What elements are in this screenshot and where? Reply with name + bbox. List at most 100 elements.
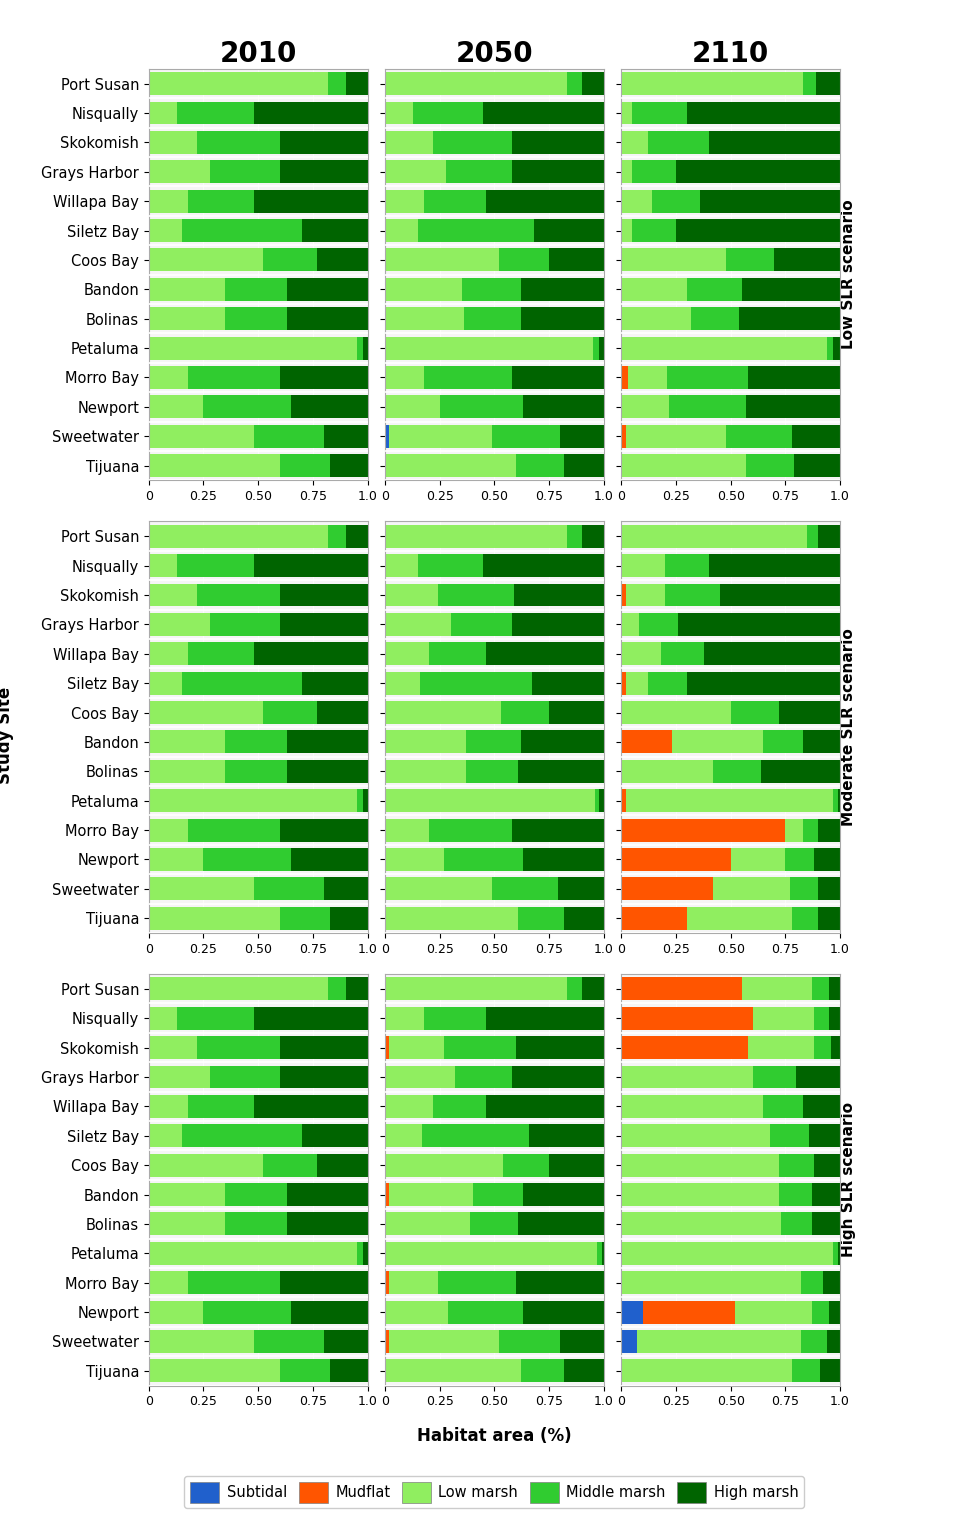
Bar [779,701,840,724]
Bar [746,395,840,418]
Bar [188,366,280,389]
Bar [346,977,368,1000]
Bar [280,366,368,389]
Bar [595,790,599,811]
Bar [149,161,210,184]
Bar [621,977,741,1000]
Bar [484,554,604,577]
Bar [814,1007,829,1030]
Bar [549,1154,604,1177]
Bar [520,308,604,331]
Bar [253,424,324,447]
Bar [429,643,486,664]
Bar [484,101,604,124]
Bar [287,277,368,300]
Bar [621,395,669,418]
Bar [636,1330,801,1353]
Bar [678,612,840,635]
Bar [385,790,595,811]
Bar [301,1124,368,1147]
Bar [385,583,438,606]
Bar [188,1095,253,1118]
Bar [814,848,840,871]
Bar [149,583,197,606]
Bar [418,554,484,577]
Bar [188,190,253,213]
Bar [291,1301,368,1323]
Bar [566,977,582,1000]
Bar [731,848,785,871]
Bar [390,424,492,447]
Bar [188,643,253,664]
Bar [280,161,368,184]
Bar [149,877,253,900]
Bar [149,455,280,478]
Bar [464,308,520,331]
Bar [280,1066,368,1089]
Bar [621,1007,753,1030]
Bar [210,612,280,635]
Bar [691,308,739,331]
Bar [523,848,604,871]
Bar [149,308,226,331]
Bar [149,643,188,664]
Bar [280,1271,368,1294]
Bar [226,1213,287,1236]
Bar [149,1183,226,1206]
Title: 2110: 2110 [692,40,769,67]
Bar [385,132,433,153]
Bar [149,337,356,360]
Bar [831,1036,840,1059]
Bar [621,132,647,153]
Bar [385,1301,448,1323]
Bar [385,190,424,213]
Bar [792,424,840,447]
Bar [814,1036,831,1059]
Bar [385,72,566,95]
Bar [801,1330,827,1353]
Bar [197,583,280,606]
Bar [621,308,691,331]
Bar [328,525,346,548]
Bar [582,72,604,95]
Bar [779,1183,811,1206]
Bar [181,1124,301,1147]
Bar [440,395,523,418]
Bar [512,161,604,184]
Bar [280,132,368,153]
Bar [549,701,604,724]
Bar [816,72,840,95]
Bar [149,819,188,842]
Bar [149,977,328,1000]
Bar [149,525,328,548]
Bar [621,248,727,271]
Bar [621,1271,801,1294]
Bar [414,101,484,124]
Bar [420,672,532,695]
Bar [470,1213,518,1236]
Bar [499,248,549,271]
Bar [741,277,840,300]
Bar [814,1154,840,1177]
Bar [226,277,287,300]
Bar [746,455,794,478]
Bar [149,759,226,782]
Bar [149,1124,181,1147]
Y-axis label: Moderate SLR scenario: Moderate SLR scenario [841,628,855,827]
Bar [564,455,604,478]
Bar [385,366,424,389]
Bar [385,395,440,418]
Bar [621,1095,763,1118]
Bar [280,583,368,606]
Bar [523,1183,604,1206]
Bar [652,190,700,213]
Bar [687,906,792,929]
Bar [253,643,368,664]
Bar [455,1066,512,1089]
Bar [253,877,324,900]
Bar [566,525,582,548]
Bar [280,455,330,478]
Bar [512,1066,604,1089]
Bar [700,190,840,213]
Bar [515,583,604,606]
